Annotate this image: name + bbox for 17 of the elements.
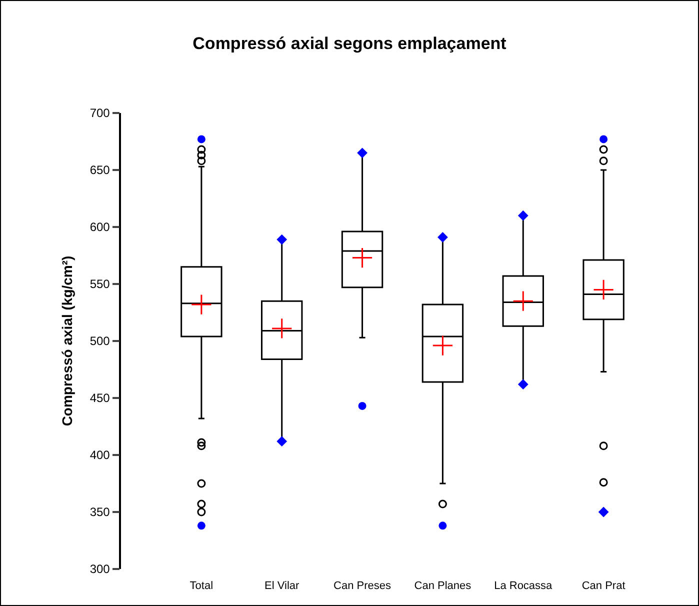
- x-tick-label: El Vilar: [264, 580, 300, 592]
- y-tick-label: 500: [90, 334, 110, 348]
- x-tick-label: Can Planes: [414, 580, 472, 592]
- y-tick-label: 700: [90, 106, 110, 120]
- y-tick-label: 300: [90, 562, 110, 576]
- x-tick-label: Can Prat: [582, 580, 626, 592]
- y-tick-label: 600: [90, 220, 110, 234]
- y-tick-label: 400: [90, 448, 110, 462]
- chart-title: Compressó axial segons emplaçament: [192, 34, 507, 54]
- y-axis-title: Compressó axial (kg/cm²): [58, 256, 75, 426]
- y-tick-label: 450: [90, 391, 110, 406]
- x-tick-label: La Rocassa: [494, 580, 554, 592]
- x-tick-label: Can Preses: [334, 580, 392, 592]
- y-tick-label: 350: [90, 505, 110, 520]
- y-tick-label: 550: [90, 277, 110, 292]
- y-tick-label: 650: [90, 163, 110, 178]
- x-tick-label: Total: [190, 580, 214, 592]
